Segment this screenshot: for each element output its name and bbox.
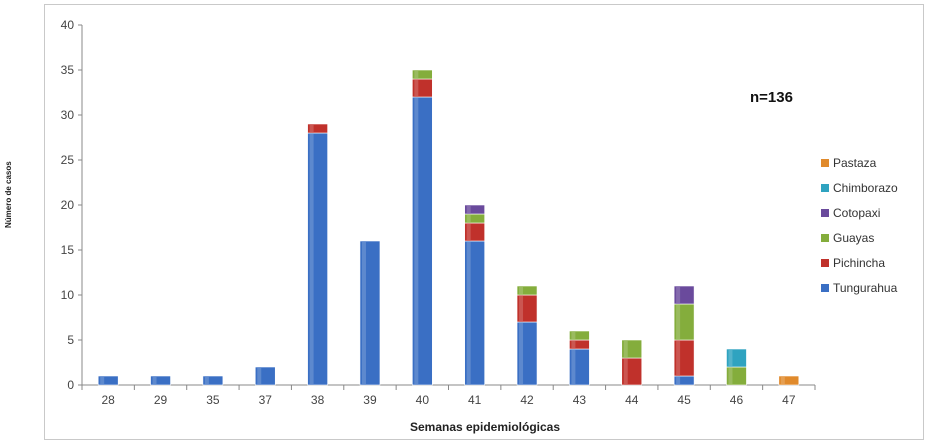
bar-highlight — [676, 287, 681, 303]
y-tick-label: 15 — [61, 243, 75, 257]
x-tick-label: 41 — [468, 393, 482, 407]
bar-highlight — [571, 341, 576, 348]
bar-highlight — [466, 215, 471, 222]
bar-highlight — [676, 377, 681, 384]
n-annotation: n=136 — [750, 89, 793, 106]
x-tick-label: 40 — [416, 393, 430, 407]
bar-highlight — [780, 377, 785, 384]
bar-highlight — [728, 368, 733, 384]
x-tick-label: 28 — [101, 393, 115, 407]
y-axis-title: Número de casos — [4, 161, 13, 228]
bar-highlight — [466, 242, 471, 384]
bar-highlight — [309, 134, 314, 384]
legend-label: Tungurahua — [833, 281, 898, 295]
legend-swatch — [821, 159, 829, 167]
x-tick-label: 38 — [311, 393, 325, 407]
bar-highlight — [204, 377, 209, 384]
legend-swatch — [821, 259, 829, 267]
bar-highlight — [152, 377, 157, 384]
legend-swatch — [821, 234, 829, 242]
bar-segment — [150, 375, 171, 386]
bar-highlight — [414, 80, 419, 96]
stacked-bar-chart: 0 5 10 15 20 25 30 35 40 28 29 35 37 38 39 40 41 42 43 44 45… — [61, 18, 898, 407]
bar-highlight — [414, 71, 419, 78]
y-tick-label: 35 — [61, 63, 75, 77]
bar-highlight — [100, 377, 105, 384]
bar-highlight — [309, 125, 314, 132]
axes: 0 5 10 15 20 25 30 35 40 28 29 35 37 38 39 40 41 42 43 44 45… — [61, 18, 816, 407]
bar-segment — [726, 348, 747, 368]
x-tick-label: 29 — [154, 393, 168, 407]
x-tick-label: 46 — [730, 393, 744, 407]
bar-segment — [202, 375, 224, 386]
x-tick-label: 35 — [206, 393, 220, 407]
chart-frame: 0 5 10 15 20 25 30 35 40 28 29 35 37 38 39 40 41 42 43 44 45… — [44, 4, 924, 440]
bar-segment — [254, 366, 276, 386]
y-tick-label: 10 — [61, 288, 75, 302]
legend-label: Cotopaxi — [833, 206, 880, 220]
bar-highlight — [466, 206, 471, 213]
y-tick-label: 25 — [61, 153, 75, 167]
legend-label: Guayas — [833, 231, 874, 245]
x-tick-label: 42 — [520, 393, 534, 407]
bar-highlight — [519, 287, 524, 294]
legend-label: Pichincha — [833, 256, 885, 270]
bar-segment — [569, 330, 590, 341]
x-axis-title: Semanas epidemiológicas — [409, 420, 561, 434]
y-tick-label: 20 — [61, 198, 75, 212]
legend-label: Pastaza — [833, 156, 877, 170]
bar-highlight — [257, 368, 262, 384]
bar-highlight — [676, 341, 681, 375]
bar-segment — [412, 69, 433, 80]
legend-swatch — [821, 209, 829, 217]
x-tick-label: 47 — [782, 393, 796, 407]
bar-highlight — [728, 350, 733, 366]
bar-highlight — [623, 341, 628, 357]
bar-highlight — [571, 350, 576, 384]
y-tick-label: 30 — [61, 108, 75, 122]
x-tick-label: 39 — [363, 393, 377, 407]
legend-swatch — [821, 284, 829, 292]
bar-highlight — [571, 332, 576, 339]
legend: Pastaza Chimborazo Cotopaxi Guayas Pichincha… — [821, 156, 898, 295]
x-tick-label: 45 — [677, 393, 691, 407]
bar-segment — [464, 204, 485, 215]
bar-highlight — [466, 224, 471, 240]
bar-segment — [516, 285, 538, 296]
x-tick-label: 43 — [573, 393, 587, 407]
bar-highlight — [414, 98, 419, 384]
y-tick-label: 5 — [67, 333, 74, 347]
x-tick-label: 44 — [625, 393, 639, 407]
bar-segment — [359, 240, 381, 386]
bar-highlight — [676, 305, 681, 339]
bar-segment — [673, 285, 695, 305]
bar-segment — [307, 123, 328, 134]
bar-highlight — [361, 242, 366, 384]
bar-segment — [778, 375, 800, 386]
y-tick-label: 40 — [61, 18, 75, 32]
bar-segment — [97, 375, 119, 386]
x-tick-label: 37 — [259, 393, 273, 407]
bar-highlight — [519, 323, 524, 384]
bar-highlight — [519, 296, 524, 321]
legend-swatch — [821, 184, 829, 192]
bar-highlight — [623, 359, 628, 384]
y-tick-label: 0 — [67, 378, 74, 392]
bar-segment — [621, 339, 643, 359]
bars — [97, 69, 800, 386]
legend-label: Chimborazo — [833, 181, 898, 195]
